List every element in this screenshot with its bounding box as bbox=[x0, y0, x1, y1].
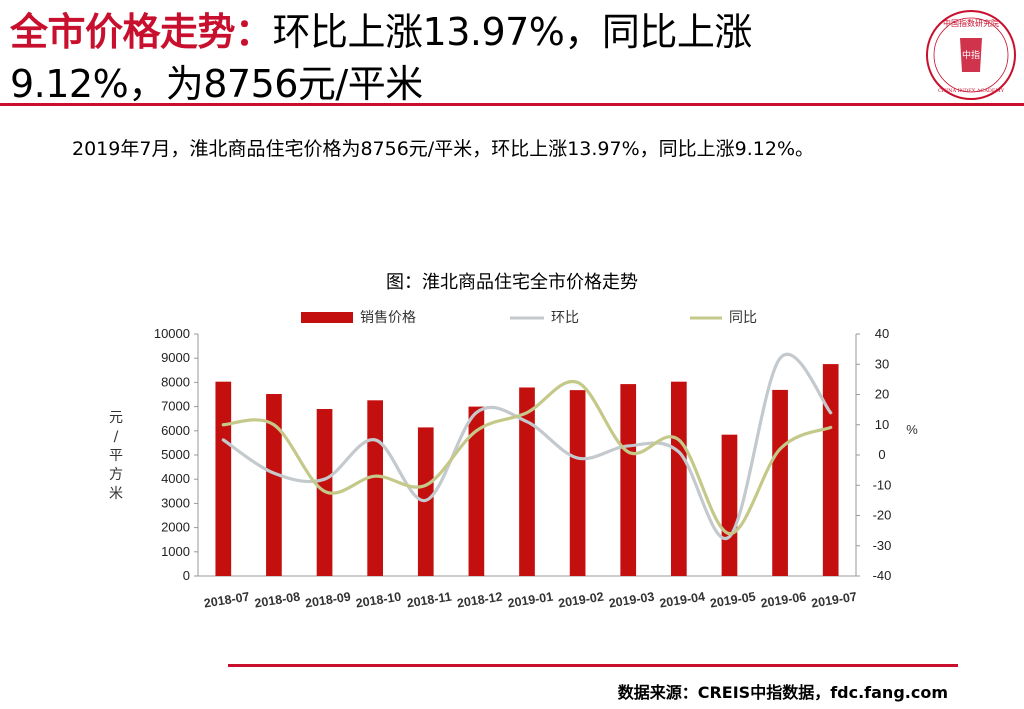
y2-tick-label: 40 bbox=[875, 326, 889, 341]
bar-sales-price bbox=[822, 364, 839, 576]
y2-tick-label: -30 bbox=[873, 538, 892, 553]
price-trend-chart: 0100020003000400050006000700080009000100… bbox=[109, 310, 918, 611]
chart-title: 图：淮北商品住宅全市价格走势 bbox=[386, 272, 638, 293]
y-tick-label: 7000 bbox=[161, 399, 190, 414]
y2-tick-label: -10 bbox=[873, 477, 892, 492]
y-tick-label: 9000 bbox=[161, 350, 190, 365]
x-tick-label: 2018-08 bbox=[254, 590, 302, 611]
x-tick-label: 2018-07 bbox=[203, 590, 251, 611]
legend-label-sales-price: 销售价格 bbox=[360, 310, 416, 326]
footer-divider bbox=[228, 664, 958, 667]
svg-text:中指: 中指 bbox=[962, 49, 980, 61]
y-tick-label: 8000 bbox=[161, 374, 190, 389]
data-source: 数据来源：CREIS中指数据，fdc.fang.com bbox=[617, 683, 948, 702]
bar-sales-price bbox=[266, 394, 282, 576]
title-accent: 全市价格走势： bbox=[10, 10, 273, 54]
legend-label-mom: 环比 bbox=[551, 310, 579, 326]
y-tick-label: 2000 bbox=[161, 520, 190, 535]
y2-tick-label: 0 bbox=[878, 447, 885, 462]
y-axis-label: 元/平方米 bbox=[109, 410, 123, 502]
x-tick-label: 2019-05 bbox=[709, 590, 757, 611]
y2-tick-label: 10 bbox=[875, 417, 889, 432]
x-tick-label: 2019-07 bbox=[810, 590, 858, 611]
y-tick-label: 5000 bbox=[161, 447, 190, 462]
x-tick-label: 2019-01 bbox=[507, 590, 555, 611]
x-tick-label: 2019-04 bbox=[658, 590, 706, 611]
legend-label-yoy: 同比 bbox=[729, 310, 757, 326]
x-tick-label: 2019-02 bbox=[557, 590, 605, 611]
x-tick-label: 2018-11 bbox=[406, 590, 453, 611]
x-tick-label: 2018-10 bbox=[355, 590, 403, 611]
x-tick-label: 2019-03 bbox=[608, 590, 656, 611]
svg-text:CHINA INDEX ACADEMY: CHINA INDEX ACADEMY bbox=[938, 88, 1005, 94]
y2-tick-label: -40 bbox=[873, 568, 892, 583]
x-tick-label: 2018-12 bbox=[456, 590, 504, 611]
y-tick-label: 6000 bbox=[161, 423, 190, 438]
y-tick-label: 4000 bbox=[161, 471, 190, 486]
bar-sales-price bbox=[569, 390, 586, 576]
bar-sales-price bbox=[620, 384, 637, 576]
china-index-academy-seal-icon: 中指 中国指数研究院 CHINA INDEX ACADEMY bbox=[926, 10, 1016, 100]
y2-tick-label: 20 bbox=[875, 387, 889, 402]
bar-sales-price bbox=[367, 400, 383, 576]
x-tick-label: 2019-06 bbox=[760, 590, 808, 611]
bar-sales-price bbox=[772, 389, 788, 576]
bar-sales-price bbox=[215, 381, 232, 576]
y-tick-label: 1000 bbox=[161, 544, 190, 559]
summary-text: 2019年7月，淮北商品住宅价格为8756元/平米，环比上涨13.97%，同比上… bbox=[72, 138, 815, 160]
y2-tick-label: 30 bbox=[875, 356, 889, 371]
x-tick-label: 2018-09 bbox=[304, 590, 352, 611]
svg-text:中国指数研究院: 中国指数研究院 bbox=[943, 18, 999, 28]
bar-sales-price bbox=[519, 387, 535, 576]
page-title: 全市价格走势：环比上涨13.97%，同比上涨 9.12%，为8756元/平米 bbox=[10, 6, 910, 110]
legend-swatch-sales-price bbox=[301, 312, 353, 323]
y-tick-label: 0 bbox=[183, 568, 190, 583]
y2-axis-label: % bbox=[906, 422, 918, 437]
y2-tick-label: -20 bbox=[873, 508, 892, 523]
title-line1: 环比上涨13.97%，同比上涨 bbox=[272, 10, 753, 54]
line-mom bbox=[221, 353, 833, 541]
bar-sales-price bbox=[721, 434, 738, 576]
title-line2: 9.12%，为8756元/平米 bbox=[10, 62, 423, 106]
header-divider bbox=[0, 103, 1024, 106]
y-tick-label: 10000 bbox=[154, 326, 190, 341]
bar-sales-price bbox=[671, 381, 687, 576]
y-tick-label: 3000 bbox=[161, 495, 190, 510]
bar-sales-price bbox=[468, 406, 485, 576]
